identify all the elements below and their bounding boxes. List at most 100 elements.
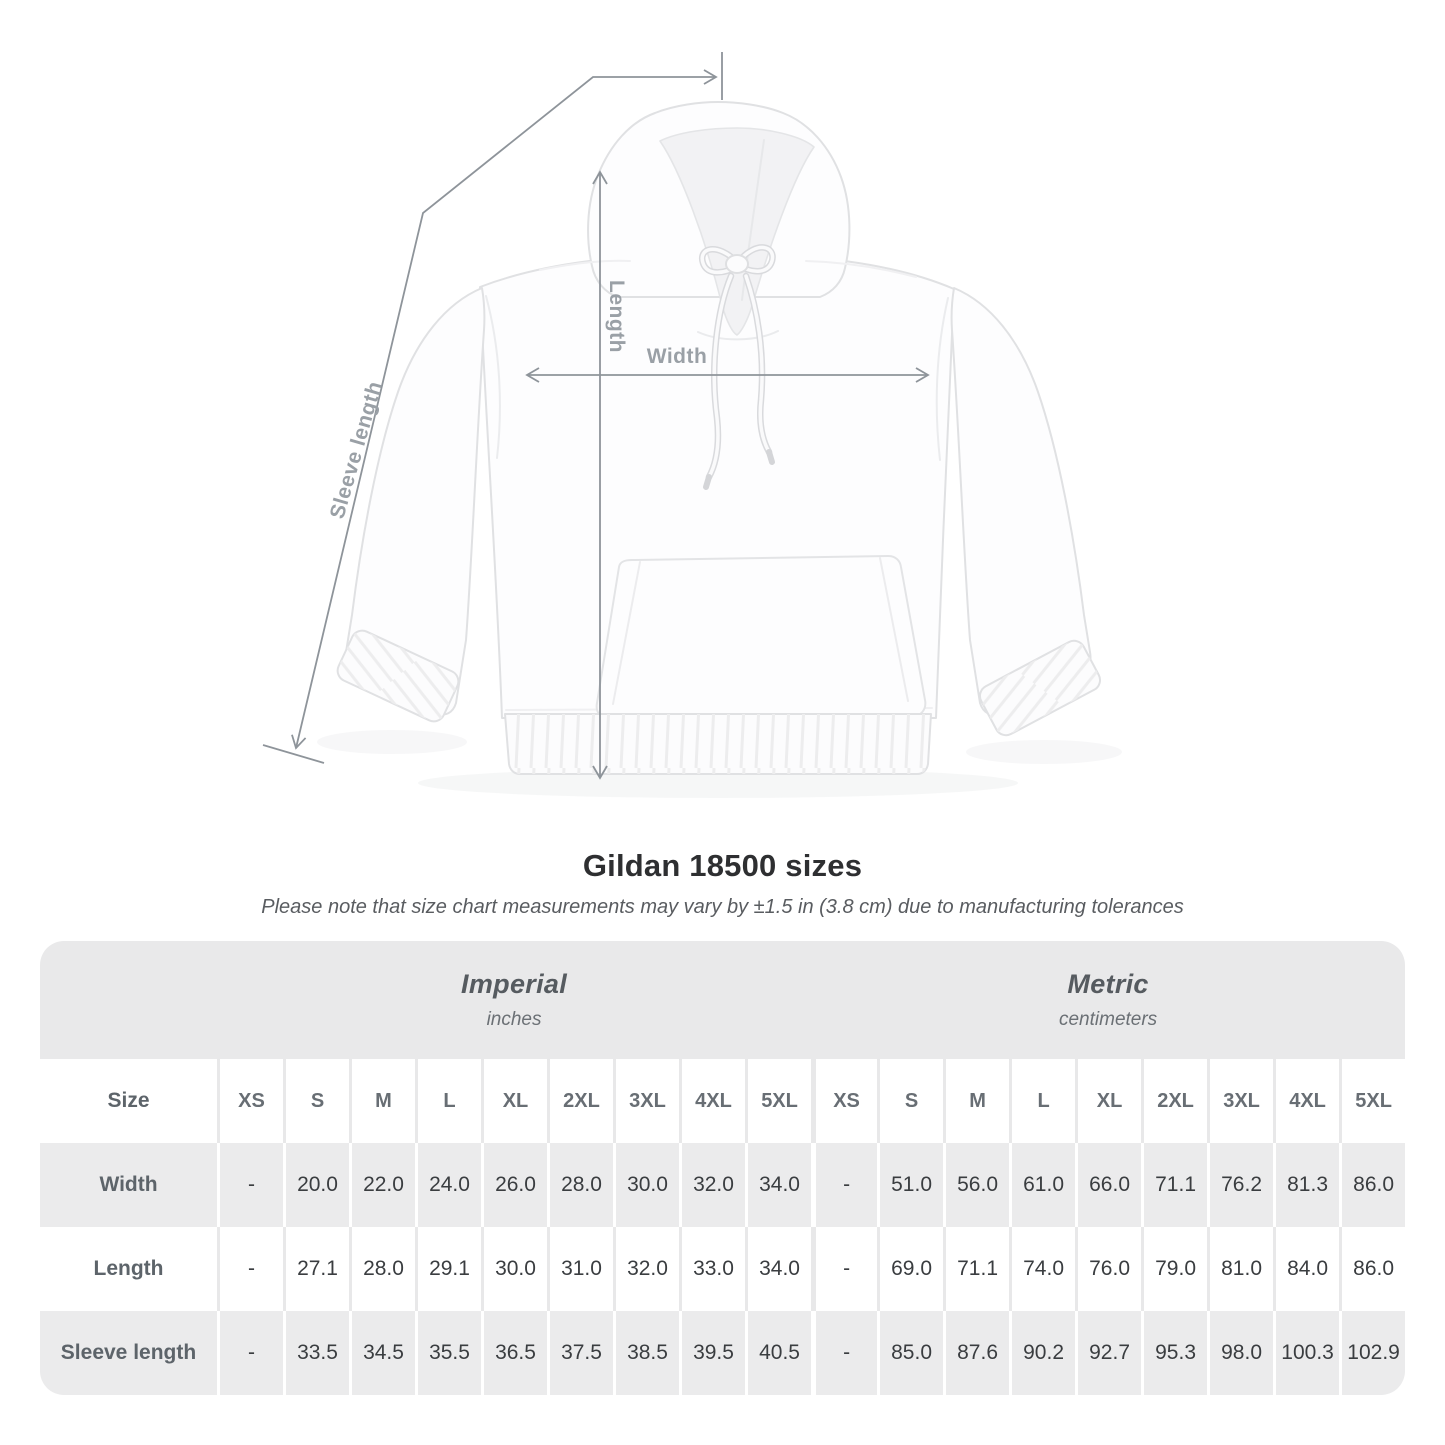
table-cell: -	[217, 1143, 283, 1227]
size-col-header: 3XL	[1207, 1059, 1274, 1143]
table-cell: 34.0	[745, 1143, 812, 1227]
table-cell: 74.0	[1009, 1227, 1076, 1311]
table-cell: 30.0	[613, 1143, 679, 1227]
size-col-header: 2XL	[547, 1059, 613, 1143]
table-cell: 71.1	[943, 1227, 1010, 1311]
table-cell: 35.5	[415, 1311, 481, 1395]
table-cell: 87.6	[943, 1311, 1010, 1395]
length-measure-label: Length	[605, 280, 628, 353]
size-col-header: 5XL	[1339, 1059, 1405, 1143]
table-cell: 32.0	[679, 1143, 745, 1227]
table-cell: 86.0	[1339, 1143, 1405, 1227]
imperial-unit: inches	[486, 1009, 542, 1030]
right-cuff-ribbing	[979, 640, 1101, 736]
table-cell: -	[217, 1311, 283, 1395]
sleeve-length-start-tick	[262, 744, 325, 764]
table-row-width: Width - 20.0 22.0 24.0 26.0 28.0 30.0 32…	[40, 1143, 1405, 1227]
size-header-row: Size XS S M L XL 2XL 3XL 4XL 5XL XS S M …	[40, 1059, 1405, 1143]
armhole-seam-right	[935, 297, 949, 461]
kangaroo-pocket	[595, 555, 927, 721]
table-cell: -	[811, 1227, 878, 1311]
table-cell: 102.9	[1339, 1311, 1405, 1395]
table-cell: 81.0	[1207, 1227, 1274, 1311]
table-cell: 20.0	[283, 1143, 349, 1227]
pocket-stitch-right	[879, 557, 909, 702]
width-measure-label: Width	[647, 345, 708, 368]
table-cell: 86.0	[1339, 1227, 1405, 1311]
table-cell: 84.0	[1273, 1227, 1340, 1311]
size-table-container: Imperial inches Metric centimeters Size …	[40, 941, 1405, 1395]
table-cell: 85.0	[877, 1311, 944, 1395]
table-cell: 38.5	[613, 1311, 679, 1395]
table-cell: 29.1	[415, 1227, 481, 1311]
size-col-header: XS	[811, 1059, 878, 1143]
size-col-header: S	[283, 1059, 349, 1143]
table-cell: 56.0	[943, 1143, 1010, 1227]
table-cell: 34.5	[349, 1311, 415, 1395]
table-row-length: Length - 27.1 28.0 29.1 30.0 31.0 32.0 3…	[40, 1227, 1405, 1311]
table-cell: 69.0	[877, 1227, 944, 1311]
size-col-header: M	[943, 1059, 1010, 1143]
group-header-metric: Metric centimeters	[811, 941, 1405, 1059]
page-subtitle: Please note that size chart measurements…	[261, 896, 1184, 918]
group-header-corner	[40, 941, 217, 1059]
hoodie-illustration: Length Width Sleeve length	[262, 52, 1102, 780]
table-cell: 34.0	[745, 1227, 812, 1311]
table-cell: 31.0	[547, 1227, 613, 1311]
hem-ribbing	[505, 714, 931, 774]
table-cell: 28.0	[349, 1227, 415, 1311]
group-header-imperial: Imperial inches	[217, 941, 812, 1059]
size-col-header: 4XL	[1273, 1059, 1340, 1143]
size-col-header: XL	[481, 1059, 547, 1143]
size-col-header: XL	[1075, 1059, 1142, 1143]
table-row-sleeve-length: Sleeve length - 33.5 34.5 35.5 36.5 37.5…	[40, 1311, 1405, 1395]
size-col-header: L	[1009, 1059, 1076, 1143]
table-cell: 33.5	[283, 1311, 349, 1395]
table-cell: 26.0	[481, 1143, 547, 1227]
metric-label: Metric	[1067, 969, 1149, 999]
table-cell: 100.3	[1273, 1311, 1340, 1395]
table-cell: -	[811, 1311, 878, 1395]
size-col-header: M	[349, 1059, 415, 1143]
table-cell: 27.1	[283, 1227, 349, 1311]
table-cell: 95.3	[1141, 1311, 1208, 1395]
metric-unit: centimeters	[1058, 1009, 1158, 1030]
table-cell: 92.7	[1075, 1311, 1142, 1395]
table-cell: 28.0	[547, 1143, 613, 1227]
table-cell: 71.1	[1141, 1143, 1208, 1227]
row-label: Sleeve length	[40, 1311, 217, 1395]
row-label: Length	[40, 1227, 217, 1311]
size-table: Imperial inches Metric centimeters Size …	[40, 941, 1405, 1395]
table-cell: 98.0	[1207, 1311, 1274, 1395]
sleeve-length-line	[291, 69, 718, 750]
table-cell: -	[217, 1227, 283, 1311]
size-col-header: 2XL	[1141, 1059, 1208, 1143]
page-title: Gildan 18500 sizes	[582, 848, 863, 883]
size-col-header: S	[877, 1059, 944, 1143]
table-cell: 76.2	[1207, 1143, 1274, 1227]
hood-interior-seam	[741, 139, 765, 301]
size-col-header: 5XL	[745, 1059, 812, 1143]
table-cell: 79.0	[1141, 1227, 1208, 1311]
table-cell: 66.0	[1075, 1143, 1142, 1227]
table-cell: 36.5	[481, 1311, 547, 1395]
size-col-header: 4XL	[679, 1059, 745, 1143]
size-diagram: Length Width Sleeve length	[262, 52, 1102, 780]
size-col-header: L	[415, 1059, 481, 1143]
imperial-label: Imperial	[461, 969, 567, 999]
table-cell: 51.0	[877, 1143, 944, 1227]
table-cell: 39.5	[679, 1311, 745, 1395]
table-cell: 81.3	[1273, 1143, 1340, 1227]
table-cell: 30.0	[481, 1227, 547, 1311]
unit-group-header-row: Imperial inches Metric centimeters	[40, 941, 1405, 1059]
row-label: Width	[40, 1143, 217, 1227]
table-cell: 32.0	[613, 1227, 679, 1311]
size-header: Size	[40, 1059, 217, 1143]
table-cell: 76.0	[1075, 1227, 1142, 1311]
table-cell: 40.5	[745, 1311, 812, 1395]
table-cell: 22.0	[349, 1143, 415, 1227]
table-cell: -	[811, 1143, 878, 1227]
table-cell: 24.0	[415, 1143, 481, 1227]
table-cell: 90.2	[1009, 1311, 1076, 1395]
size-col-header: XS	[217, 1059, 283, 1143]
